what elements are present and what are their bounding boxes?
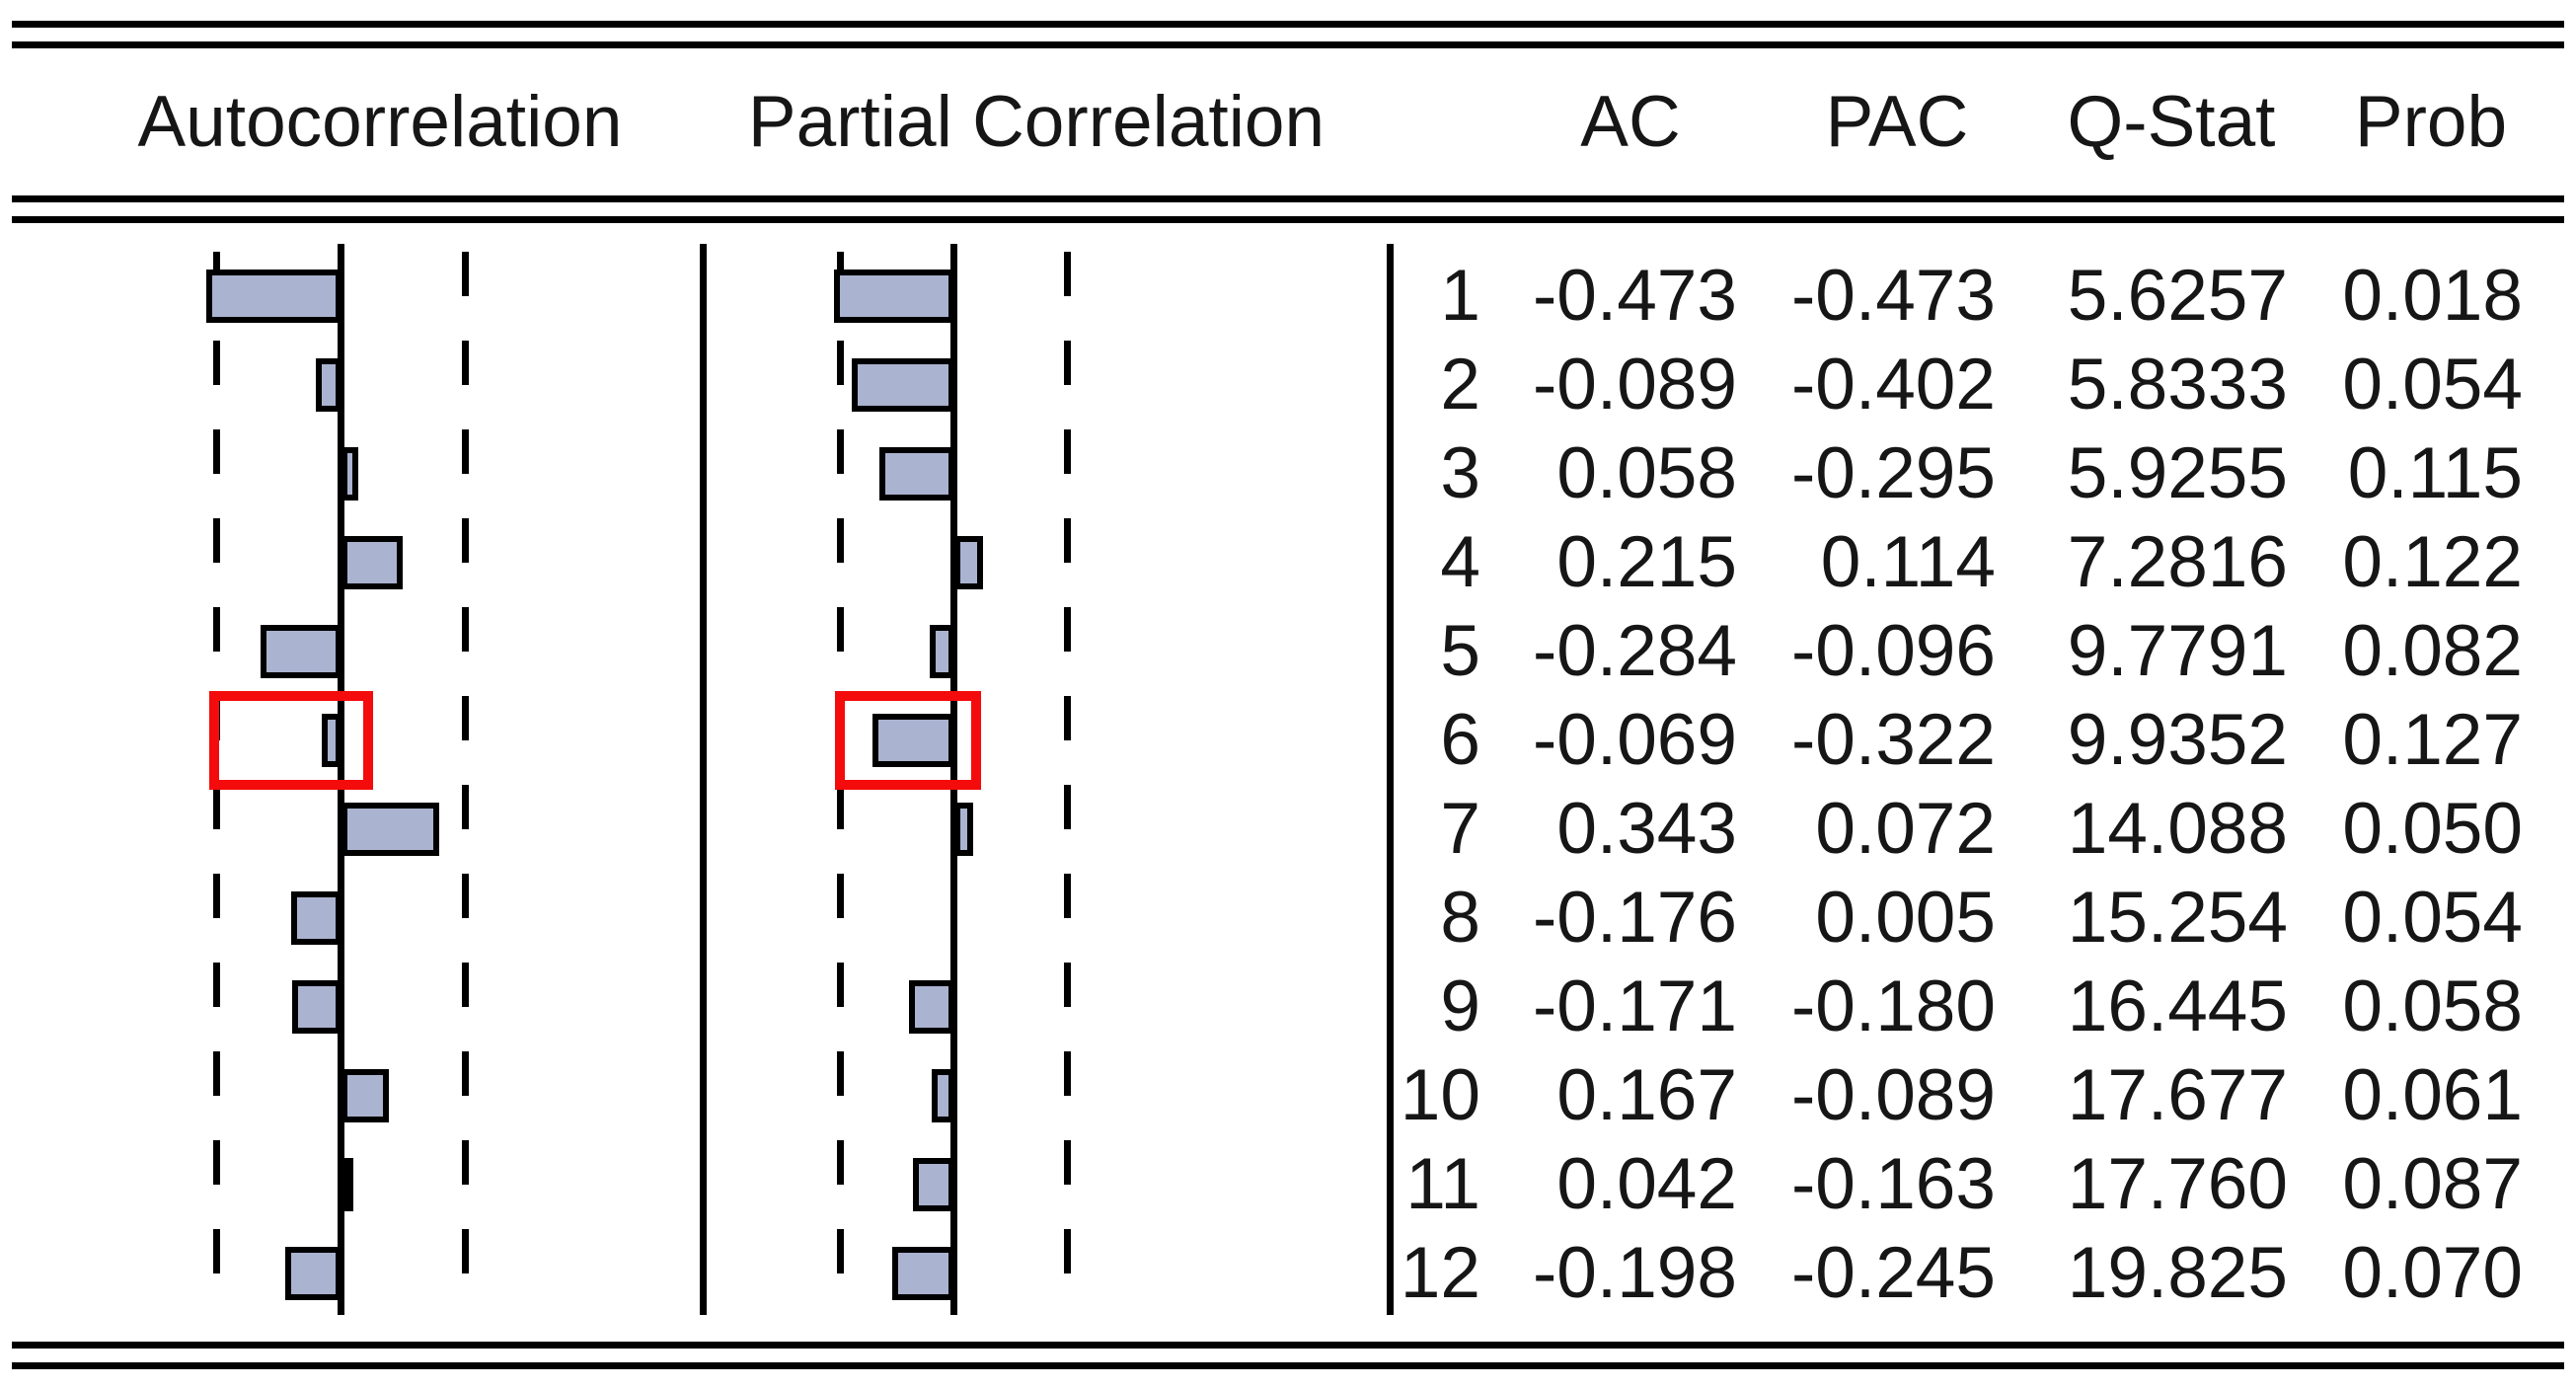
table-cell-lag-lag-5: 5: [1440, 611, 1480, 691]
table-cell-lag-lag-6: 6: [1440, 700, 1480, 780]
ac-panel-right-se-band: [462, 252, 469, 1288]
ac-highlight-box: [209, 691, 373, 790]
pac-bar-lag-3: [879, 447, 954, 501]
column-header-prob: Prob: [2354, 82, 2508, 162]
table-cell-lag-lag-12: 12: [1400, 1233, 1480, 1313]
table-cell-qstat-lag-1: 5.6257: [2067, 256, 2288, 336]
table-cell-qstat-lag-5: 9.7791: [2067, 611, 2288, 691]
table-cell-qstat-lag-10: 17.677: [2067, 1055, 2288, 1135]
table-cell-prob-lag-2: 0.054: [2342, 345, 2523, 424]
table-cell-prob-lag-7: 0.050: [2342, 789, 2523, 869]
pac-panel-right-se-band: [1064, 252, 1071, 1288]
ac-bar-lag-12: [285, 1247, 341, 1300]
ac-bar-lag-10: [341, 1069, 389, 1122]
header-double-rule-line2: [12, 216, 2564, 223]
table-cell-prob-lag-4: 0.122: [2342, 522, 2523, 602]
ac-bar-lag-11: [341, 1158, 353, 1211]
column-header-pac: PAC: [1825, 82, 1969, 162]
ac-bar-lag-4: [341, 536, 403, 589]
ac-bar-lag-1: [206, 270, 341, 323]
pac-panel-zero-axis: [950, 244, 957, 1315]
table-cell-ac-lag-12: -0.198: [1533, 1233, 1737, 1313]
bottom-double-rule-line1: [12, 1342, 2564, 1349]
table-cell-ac-lag-10: 0.167: [1556, 1055, 1737, 1135]
table-cell-pac-lag-11: -0.163: [1791, 1144, 1996, 1224]
table-cell-ac-lag-7: 0.343: [1556, 789, 1737, 869]
ac-bar-lag-5: [261, 625, 341, 678]
column-header-autocorrelation: Autocorrelation: [137, 82, 623, 162]
table-cell-pac-lag-1: -0.473: [1791, 256, 1996, 336]
table-cell-ac-lag-4: 0.215: [1556, 522, 1737, 602]
table-cell-pac-lag-7: 0.072: [1815, 789, 1996, 869]
column-header-ac: AC: [1580, 82, 1681, 162]
table-cell-lag-lag-7: 7: [1440, 789, 1480, 869]
table-cell-ac-lag-6: -0.069: [1533, 700, 1737, 780]
table-cell-prob-lag-8: 0.054: [2342, 878, 2523, 958]
table-cell-prob-lag-10: 0.061: [2342, 1055, 2523, 1135]
table-cell-ac-lag-2: -0.089: [1533, 345, 1737, 424]
table-cell-qstat-lag-8: 15.254: [2067, 878, 2288, 958]
table-cell-qstat-lag-2: 5.8333: [2067, 345, 2288, 424]
top-double-rule-line2: [12, 41, 2564, 48]
table-cell-prob-lag-6: 0.127: [2342, 700, 2523, 780]
table-cell-ac-lag-1: -0.473: [1533, 256, 1737, 336]
table-cell-pac-lag-8: 0.005: [1815, 878, 1996, 958]
table-cell-qstat-lag-9: 16.445: [2067, 966, 2288, 1046]
table-cell-lag-lag-2: 2: [1440, 345, 1480, 424]
table-cell-pac-lag-2: -0.402: [1791, 345, 1996, 424]
pac-bar-lag-4: [954, 536, 983, 589]
table-cell-prob-lag-3: 0.115: [2347, 433, 2523, 513]
column-header-qstat: Q-Stat: [2067, 82, 2276, 162]
header-double-rule-line1: [12, 195, 2564, 202]
table-cell-pac-lag-12: -0.245: [1791, 1233, 1996, 1313]
table-cell-pac-lag-10: -0.089: [1791, 1055, 1996, 1135]
table-cell-qstat-lag-3: 5.9255: [2067, 433, 2288, 513]
table-cell-pac-lag-5: -0.096: [1791, 611, 1996, 691]
table-cell-prob-lag-9: 0.058: [2342, 966, 2523, 1046]
column-header-partial-correlation: Partial Correlation: [747, 82, 1326, 162]
table-cell-prob-lag-1: 0.018: [2342, 256, 2523, 336]
pac-bar-lag-1: [834, 270, 954, 323]
pac-bar-lag-11: [913, 1158, 954, 1211]
ac-bar-lag-3: [341, 447, 358, 501]
table-cell-qstat-lag-6: 9.9352: [2067, 700, 2288, 780]
pac-bar-lag-9: [909, 980, 954, 1034]
table-cell-ac-lag-3: 0.058: [1556, 433, 1737, 513]
ac-bar-lag-8: [291, 891, 341, 945]
table-cell-prob-lag-12: 0.070: [2342, 1233, 2523, 1313]
table-cell-qstat-lag-7: 14.088: [2067, 789, 2288, 869]
bottom-double-rule-line2: [12, 1362, 2564, 1369]
table-cell-lag-lag-10: 10: [1400, 1055, 1480, 1135]
ac-bar-lag-9: [292, 980, 341, 1034]
pac-bar-lag-2: [852, 358, 954, 412]
ac-panel-zero-axis: [338, 244, 344, 1315]
table-cell-pac-lag-3: -0.295: [1791, 433, 1996, 513]
panel-divider-line: [700, 244, 707, 1315]
ac-bar-lag-7: [341, 803, 439, 856]
table-cell-pac-lag-6: -0.322: [1791, 700, 1996, 780]
table-cell-lag-lag-9: 9: [1440, 966, 1480, 1046]
table-cell-qstat-lag-4: 7.2816: [2067, 522, 2288, 602]
table-cell-qstat-lag-12: 19.825: [2067, 1233, 2288, 1313]
table-cell-pac-lag-4: 0.114: [1820, 522, 1996, 602]
table-cell-lag-lag-4: 4: [1440, 522, 1480, 602]
table-cell-lag-lag-11: 11: [1405, 1144, 1480, 1224]
table-cell-ac-lag-5: -0.284: [1533, 611, 1737, 691]
table-cell-lag-lag-1: 1: [1440, 256, 1480, 336]
table-cell-prob-lag-5: 0.082: [2342, 611, 2523, 691]
table-cell-ac-lag-9: -0.171: [1533, 966, 1737, 1046]
table-cell-lag-lag-3: 3: [1440, 433, 1480, 513]
table-divider-line: [1387, 244, 1394, 1315]
pac-bar-lag-12: [892, 1247, 954, 1300]
table-cell-prob-lag-11: 0.087: [2342, 1144, 2523, 1224]
table-cell-ac-lag-8: -0.176: [1533, 878, 1737, 958]
pac-bar-lag-7: [954, 803, 973, 856]
table-cell-ac-lag-11: 0.042: [1556, 1144, 1737, 1224]
pac-highlight-box: [835, 691, 981, 790]
table-cell-lag-lag-8: 8: [1440, 878, 1480, 958]
table-cell-qstat-lag-11: 17.760: [2067, 1144, 2288, 1224]
table-cell-pac-lag-9: -0.180: [1791, 966, 1996, 1046]
top-double-rule-line1: [12, 21, 2564, 28]
